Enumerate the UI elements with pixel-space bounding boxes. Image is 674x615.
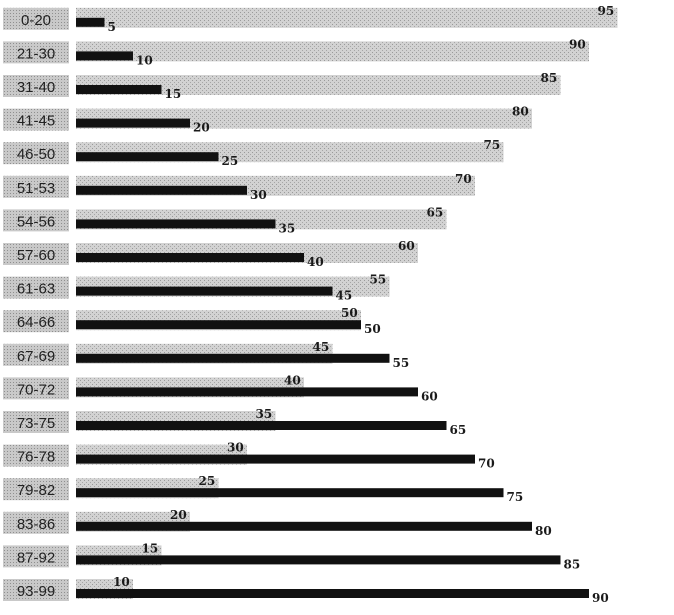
category-label: 73-75	[17, 415, 55, 432]
dark-bar-value-label: 90	[592, 591, 609, 605]
light-bar-value-label: 65	[427, 205, 444, 219]
category-label: 67-69	[17, 348, 55, 365]
dark-bar-value-label: 30	[250, 188, 267, 202]
category-label-box	[3, 108, 69, 131]
category-label: 93-99	[17, 583, 55, 600]
light-bar-value-label: 30	[227, 441, 244, 455]
dark-bar-value-label: 55	[393, 356, 410, 370]
dark-bar-value-label: 45	[336, 289, 353, 303]
light-bar-value-label: 45	[313, 340, 330, 354]
category-label-box	[3, 310, 69, 333]
category-label: 61-63	[17, 281, 55, 298]
light-bar-value-label: 50	[341, 306, 358, 320]
dark-bar	[76, 353, 390, 363]
category-label: 41-45	[17, 113, 55, 130]
light-bar-value-label: 40	[284, 373, 301, 387]
category-label-box	[3, 75, 69, 97]
category-label-box	[3, 478, 69, 501]
light-bar	[76, 7, 618, 28]
dark-bar-value-label: 65	[450, 423, 467, 437]
category-label: 31-40	[17, 79, 55, 96]
dark-bar	[76, 521, 532, 531]
light-bar-value-label: 10	[113, 575, 130, 589]
category-label-box	[3, 209, 69, 232]
category-label-box	[3, 377, 69, 400]
dark-bar	[76, 253, 304, 262]
light-bar-value-label: 95	[598, 4, 615, 18]
category-label-box	[3, 579, 69, 601]
dark-bar-value-label: 85	[564, 557, 581, 571]
category-label-box	[3, 243, 69, 265]
category-label: 51-53	[17, 180, 55, 197]
light-bar-value-label: 60	[398, 239, 415, 253]
dark-bar-value-label: 50	[364, 322, 381, 336]
dark-bar-value-label: 15	[165, 87, 182, 101]
bars	[76, 17, 589, 598]
dark-bar	[76, 589, 589, 598]
dark-bar	[76, 320, 361, 330]
category-label-box	[3, 276, 69, 299]
light-bar	[76, 41, 589, 62]
category-label: 70-72	[17, 381, 55, 398]
category-label: 57-60	[17, 247, 55, 264]
dark-bar-value-label: 40	[307, 255, 324, 269]
light-bar-value-label: 80	[512, 105, 529, 119]
dark-bar-value-label: 25	[222, 154, 239, 168]
category-label-box	[3, 7, 69, 30]
value-labels: 95 5 90 10 85 15 80 20 75 25 70 30 65 35 60 40 55 45 50 50 4…	[108, 4, 615, 605]
category-label-box	[3, 444, 69, 467]
light-bar-value-label: 90	[569, 37, 586, 51]
dark-bar	[76, 454, 475, 464]
category-label: 54-56	[17, 213, 55, 230]
dark-bar	[76, 488, 504, 498]
background-bands	[76, 7, 618, 599]
category-label: 79-82	[17, 482, 55, 499]
category-label: 46-50	[17, 146, 55, 163]
category-label: 83-86	[17, 516, 55, 533]
light-bar-value-label: 15	[142, 541, 159, 555]
category-label: 87-92	[17, 549, 55, 566]
dark-bar	[76, 219, 276, 229]
dark-bar-value-label: 20	[193, 121, 210, 135]
category-label-box	[3, 411, 69, 433]
light-bar-value-label: 20	[170, 508, 187, 522]
dark-bar	[76, 118, 190, 128]
category-label-box	[3, 343, 69, 366]
dark-bar-value-label: 70	[478, 457, 495, 471]
dark-bar	[76, 387, 418, 397]
dark-bar	[76, 85, 162, 94]
dark-bar	[76, 555, 561, 565]
light-bar-value-label: 70	[455, 172, 472, 186]
dark-bar-value-label: 75	[507, 490, 524, 504]
category-label-box	[3, 511, 69, 534]
light-bar-value-label: 25	[199, 474, 216, 488]
dark-bar-value-label: 35	[279, 221, 296, 235]
light-bar-value-label: 35	[256, 407, 273, 421]
category-label: 0-20	[21, 12, 51, 29]
dark-bar	[76, 421, 447, 430]
light-bar	[76, 75, 561, 95]
dark-bar	[76, 185, 247, 195]
category-label-box	[3, 545, 69, 568]
light-bar-value-label: 55	[370, 273, 387, 287]
dark-bar	[76, 17, 105, 27]
category-label: 76-78	[17, 449, 55, 466]
category-label: 21-30	[17, 45, 55, 62]
light-bar-value-label: 85	[541, 71, 558, 85]
dark-bar	[76, 51, 133, 61]
dark-bar-value-label: 60	[421, 389, 438, 403]
category-labels: 0-20 21-30 31-40 41-45 46-50 51-53 54-56 57-60 6…	[3, 7, 69, 601]
light-bar-value-label: 75	[484, 138, 501, 152]
category-label-box	[3, 142, 69, 165]
dark-bar	[76, 286, 333, 296]
dark-bar-value-label: 5	[108, 20, 116, 34]
category-label-box	[3, 41, 69, 64]
dark-bar-value-label: 80	[535, 524, 552, 538]
category-label-box	[3, 175, 69, 198]
dark-bar-value-label: 10	[136, 53, 153, 67]
dark-bar	[76, 152, 219, 162]
category-label: 64-66	[17, 314, 55, 331]
